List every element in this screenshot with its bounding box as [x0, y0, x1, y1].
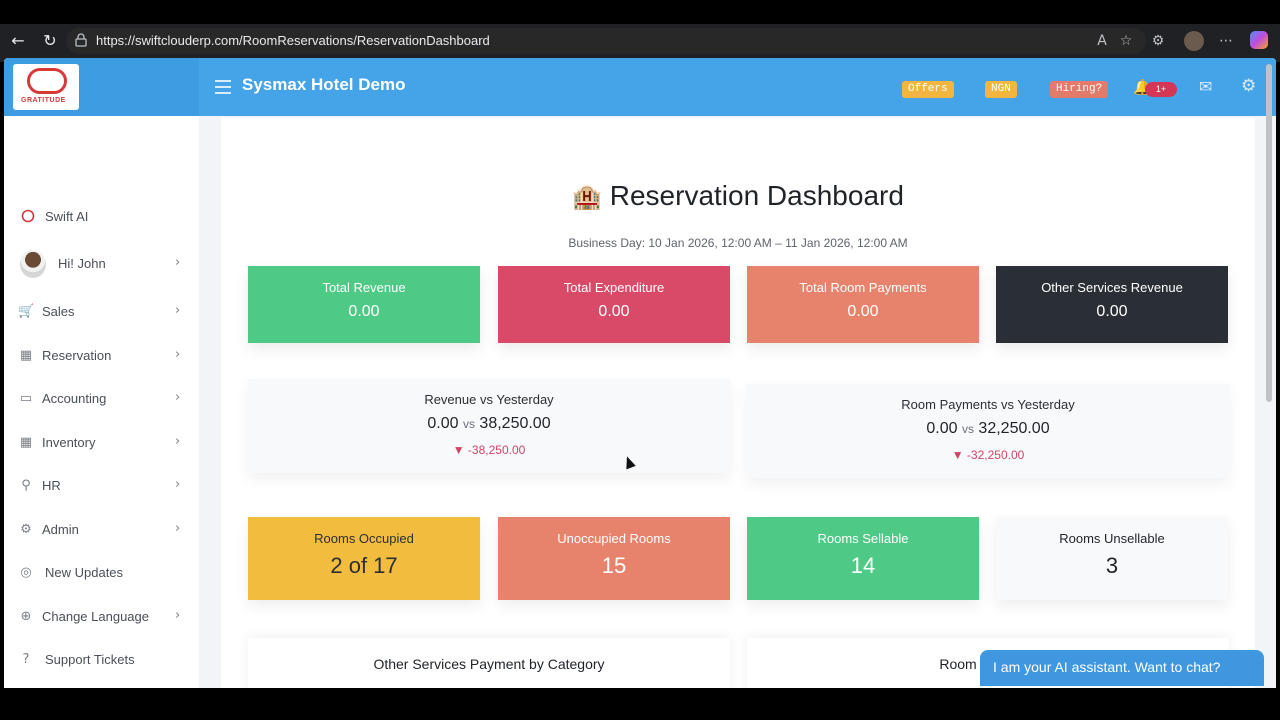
sidebar-item-support-tickets[interactable]: ? Support Tickets [4, 645, 199, 675]
sidebar-item-swift-ai[interactable]: Swift AI [4, 202, 199, 232]
lock-icon [75, 33, 87, 47]
total-expenditure-card[interactable]: Total Expenditure 0.00 [498, 266, 730, 343]
mail-icon[interactable]: ✉ [1199, 77, 1213, 96]
sidebar-item-admin[interactable]: ⚙ Admin › [4, 515, 199, 545]
top-header: Sysmax Hotel Demo Offers NGN Hiring? 🔔 1… [199, 58, 1276, 116]
dashboard-panel: 🏨 Reservation Dashboard Business Day: 10… [221, 118, 1255, 688]
wallet-icon: ▭ [19, 391, 33, 406]
chevron-right-icon: › [175, 390, 181, 405]
globe-icon: ⊕ [20, 609, 32, 624]
room-payments-delta: ▼ -32,250.00 [951, 448, 1025, 462]
chevron-right-icon: › [175, 477, 181, 492]
extensions-icon[interactable]: ⚙ [1151, 33, 1165, 49]
address-bar[interactable] [66, 28, 1146, 54]
copilot-icon[interactable] [1250, 31, 1268, 49]
app-title: Sysmax Hotel Demo [242, 75, 406, 94]
page-scrollbar[interactable] [1266, 64, 1272, 402]
total-room-payments-card[interactable]: Total Room Payments 0.00 [747, 266, 979, 343]
chevron-right-icon: › [175, 434, 181, 449]
gear-icon: ⚙ [20, 522, 32, 537]
boxes-icon: ▦ [19, 435, 33, 450]
business-day: Business Day: 10 Jan 2026, 12:00 AM – 11… [568, 236, 908, 250]
chevron-right-icon: › [175, 608, 181, 623]
brand-logo[interactable]: GRATITUDE [13, 64, 79, 110]
app-page: GRATITUDE Sysmax Hotel Demo Offers NGN H… [4, 58, 1276, 688]
profile-avatar[interactable] [1184, 31, 1204, 51]
chevron-right-icon: › [175, 521, 181, 536]
sidebar-item-user[interactable]: Hi! John › [4, 249, 199, 279]
sidebar-item-accounting[interactable]: ▭ Accounting › [19, 390, 181, 406]
avatar [20, 250, 46, 278]
offers-badge[interactable]: Offers [902, 81, 954, 98]
room-payments-vs-yesterday-card: Room Payments vs Yesterday 0.00 vs 32,25… [747, 384, 1229, 478]
reload-icon[interactable]: ↻ [43, 31, 57, 50]
read-aloud-icon[interactable]: A [1097, 33, 1107, 49]
currency-badge[interactable]: NGN [985, 81, 1017, 98]
circle-icon [20, 209, 36, 225]
notification-count[interactable]: 1+ [1145, 82, 1177, 97]
sidebar-item-change-language[interactable]: ⊕ Change Language › [4, 602, 199, 632]
logo-area: GRATITUDE [4, 58, 199, 116]
settings-gear-icon[interactable]: ⚙ [1241, 76, 1257, 96]
favorite-star-icon[interactable]: ☆ [1119, 33, 1133, 49]
cart-icon: 🛒 [18, 304, 35, 319]
sidebar-item-inventory[interactable]: ▦ Inventory › [19, 434, 181, 450]
sidebar: Swift AI Hi! John › 🛒 Sales › ▦ Reservat… [4, 116, 199, 688]
grid-icon: ▦ [19, 348, 33, 363]
sidebar-item-hr[interactable]: ⚲ HR › [4, 471, 199, 501]
chevron-right-icon: › [175, 303, 181, 318]
more-menu-icon[interactable]: ⋯ [1219, 33, 1233, 49]
sidebar-item-sales[interactable]: 🛒 Sales › [18, 303, 181, 319]
sidebar-item-reservation[interactable]: ▦ Reservation › [19, 347, 181, 363]
rooms-sellable-card[interactable]: Rooms Sellable 14 [747, 517, 979, 600]
back-icon[interactable]: ← [11, 31, 25, 50]
revenue-vs-yesterday-card: Revenue vs Yesterday 0.00 vs 38,250.00 ▼… [248, 379, 730, 473]
menu-icon[interactable] [215, 80, 231, 94]
hiring-badge[interactable]: Hiring? [1050, 81, 1109, 98]
other-services-revenue-card[interactable]: Other Services Revenue 0.00 [996, 266, 1228, 343]
ai-chat-button[interactable]: I am your AI assistant. Want to chat? [980, 650, 1264, 686]
rooms-unsellable-card[interactable]: Rooms Unsellable 3 [996, 517, 1228, 600]
rooms-occupied-card[interactable]: Rooms Occupied 2 of 17 [248, 517, 480, 600]
hotel-icon: 🏨 [572, 183, 602, 211]
chevron-right-icon: › [175, 255, 181, 270]
unoccupied-rooms-card[interactable]: Unoccupied Rooms 15 [498, 517, 730, 600]
person-icon: ⚲ [21, 478, 31, 493]
question-icon: ? [22, 652, 30, 667]
total-revenue-card[interactable]: Total Revenue 0.00 [248, 266, 480, 343]
title-strip [0, 0, 1280, 24]
broadcast-icon: ◎ [20, 565, 32, 580]
sidebar-item-new-updates[interactable]: ◎ New Updates [4, 558, 199, 588]
url-text[interactable]: https://swiftclouderp.com/RoomReservatio… [96, 33, 490, 48]
page-title: 🏨 Reservation Dashboard [572, 180, 904, 211]
revenue-delta: ▼ -38,250.00 [452, 443, 526, 457]
other-services-by-category-card: Other Services Payment by Category [248, 638, 730, 688]
chevron-right-icon: › [175, 347, 181, 362]
